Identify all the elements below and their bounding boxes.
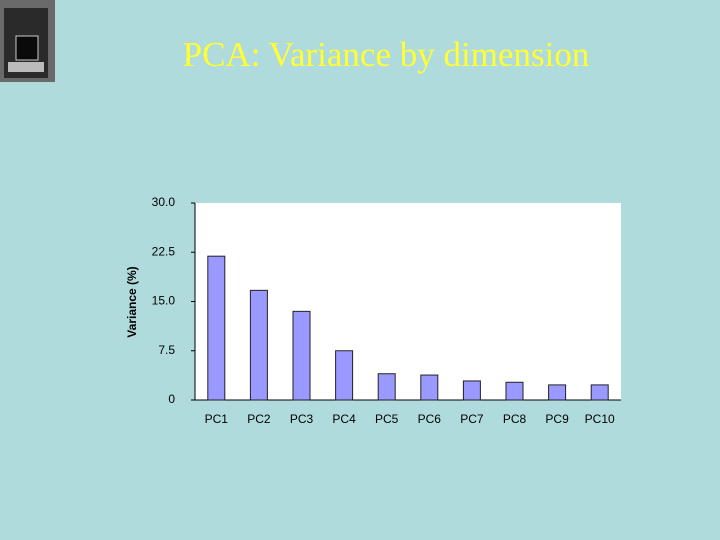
x-tick-label: PC6 — [418, 412, 442, 426]
y-tick-label: 30.0 — [152, 195, 176, 209]
bar — [548, 384, 567, 401]
bar — [377, 373, 396, 401]
bar — [335, 350, 354, 401]
x-tick-label: PC3 — [290, 412, 314, 426]
bar — [249, 289, 268, 401]
bar — [462, 380, 481, 401]
bar — [420, 374, 439, 401]
bar — [505, 381, 524, 401]
bar — [590, 384, 609, 401]
x-tick-label: PC1 — [205, 412, 229, 426]
bar — [292, 310, 311, 401]
x-tick-label: PC7 — [460, 412, 484, 426]
corner-icon — [0, 0, 55, 82]
x-tick-label: PC4 — [332, 412, 356, 426]
y-axis-label: Variance (%) — [125, 266, 139, 337]
x-tick-label: PC2 — [247, 412, 271, 426]
x-tick-label: PC5 — [375, 412, 399, 426]
chart-title: PCA: Variance by dimension — [183, 35, 590, 74]
x-tick-label: PC8 — [503, 412, 527, 426]
y-tick-label: 15.0 — [152, 294, 176, 308]
x-tick-label: PC9 — [545, 412, 569, 426]
y-tick-label: 0 — [168, 392, 175, 406]
x-tick-label: PC10 — [585, 412, 615, 426]
y-tick-label: 22.5 — [152, 244, 176, 258]
y-tick-label: 7.5 — [158, 343, 175, 357]
bar — [207, 255, 226, 401]
